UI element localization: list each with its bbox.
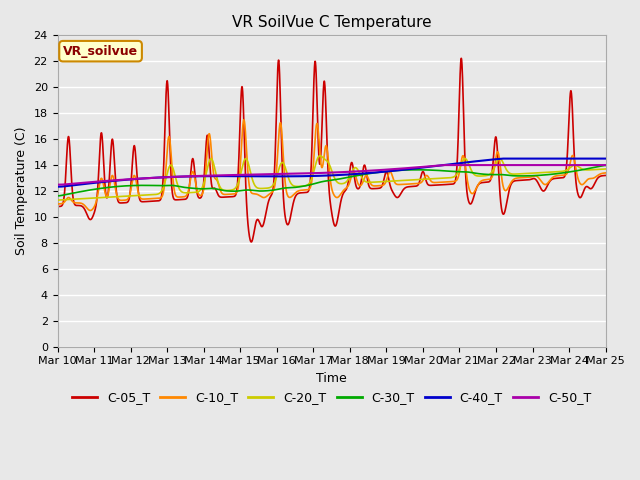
Legend: C-05_T, C-10_T, C-20_T, C-30_T, C-40_T, C-50_T: C-05_T, C-10_T, C-20_T, C-30_T, C-40_T, … — [67, 386, 596, 409]
X-axis label: Time: Time — [316, 372, 347, 385]
Y-axis label: Soil Temperature (C): Soil Temperature (C) — [15, 127, 28, 255]
Title: VR SoilVue C Temperature: VR SoilVue C Temperature — [232, 15, 431, 30]
Text: VR_soilvue: VR_soilvue — [63, 45, 138, 58]
